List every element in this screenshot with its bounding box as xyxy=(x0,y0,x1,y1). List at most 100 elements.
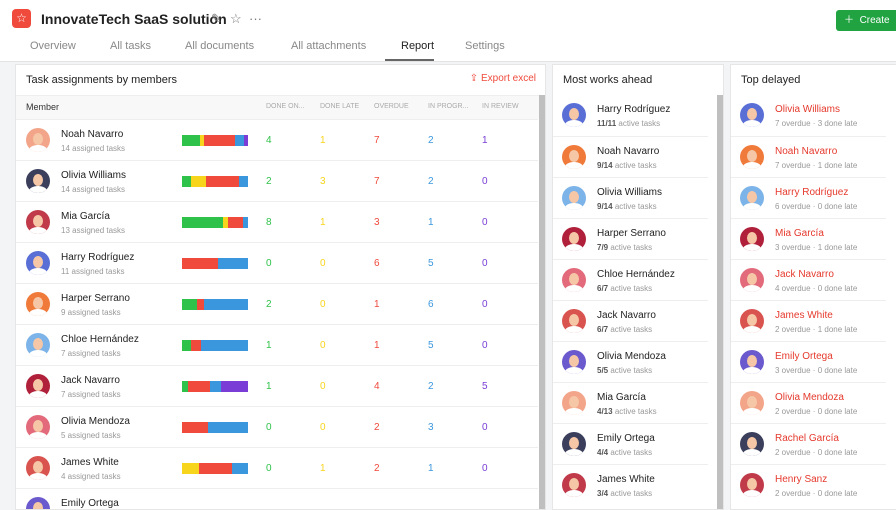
tab[interactable]: Settings xyxy=(449,40,505,61)
list-row[interactable]: Rachel García 2 overdue · 0 done late xyxy=(731,423,886,464)
count-cell: 1 xyxy=(428,463,434,474)
count-cell: 2 xyxy=(428,176,434,187)
avatar-face xyxy=(569,478,579,490)
create-button[interactable]: ＋ Create xyxy=(836,10,896,31)
count-cell: 3 xyxy=(428,422,434,433)
column-header: IN PROGR... xyxy=(428,103,469,110)
progress-bar xyxy=(182,135,248,146)
list-row[interactable]: James White 3/4 active tasks xyxy=(553,464,708,505)
tab[interactable]: All documents xyxy=(169,40,254,61)
count-cell: 1 xyxy=(428,217,434,228)
list-row[interactable]: Jack Navarro 6/7 active tasks xyxy=(553,300,708,341)
list-row[interactable]: Emily Ortega 4/4 active tasks xyxy=(553,423,708,464)
list-row[interactable]: Olivia Mendoza 2 overdue · 0 done late xyxy=(731,382,886,423)
avatar-face xyxy=(569,232,579,244)
avatar xyxy=(740,186,764,210)
list-row[interactable]: Noah Navarro 9/14 active tasks xyxy=(553,136,708,177)
member-name: Jack Navarro xyxy=(61,375,120,386)
list-row[interactable]: Emily Ortega 3 overdue · 0 done late xyxy=(731,341,886,382)
bar-segment xyxy=(242,217,248,228)
count-cell: 1 xyxy=(482,135,488,146)
member-name: Olivia Mendoza xyxy=(597,351,666,362)
delay-detail: 2 overdue · 0 done late xyxy=(775,448,858,457)
tab[interactable]: Report xyxy=(385,40,435,61)
avatar-body xyxy=(29,432,47,439)
count-cell: 0 xyxy=(482,463,488,474)
avatar-body xyxy=(565,285,583,292)
list-row[interactable]: Olivia Williams 9/14 active tasks xyxy=(553,177,708,218)
ahead-panel: Most works ahead Harry Rodríguez 11/11 ac… xyxy=(552,64,724,510)
avatar-face xyxy=(747,314,757,326)
active-tasks: 9/14 active tasks xyxy=(597,202,657,211)
list-row[interactable]: Harper Serrano 7/9 active tasks xyxy=(553,218,708,259)
avatar-body xyxy=(743,203,761,210)
bar-segment xyxy=(182,422,209,433)
active-tasks: 11/11 active tasks xyxy=(597,119,660,128)
member-row: Olivia Mendoza 5 assigned tasks 0 0 2 3 0 xyxy=(16,406,538,447)
bar-segment xyxy=(238,176,248,187)
avatar xyxy=(562,473,586,497)
tab[interactable]: Overview xyxy=(14,40,76,61)
more-icon[interactable]: ··· xyxy=(249,11,262,26)
member-name: Chloe Hernández xyxy=(597,269,675,280)
avatar-face xyxy=(569,437,579,449)
task-label: active tasks xyxy=(614,161,657,170)
project-title: InnovateTech SaaS solution xyxy=(41,11,227,27)
avatar-face xyxy=(747,396,757,408)
avatar-body xyxy=(743,449,761,456)
list-row[interactable]: Mia García 4/13 active tasks xyxy=(553,382,708,423)
list-row[interactable]: Olivia Mendoza 5/5 active tasks xyxy=(553,341,708,382)
active-tasks: 6/7 active tasks xyxy=(597,284,652,293)
task-label: active tasks xyxy=(610,325,653,334)
bar-segment xyxy=(209,381,221,392)
bar-segment xyxy=(191,176,206,187)
star-icon[interactable]: ☆ xyxy=(230,11,242,26)
list-row[interactable]: Harry Rodríguez 11/11 active tasks xyxy=(553,95,708,136)
list-row[interactable]: Mia García 3 overdue · 1 done late xyxy=(731,218,886,259)
avatar-face xyxy=(747,108,757,120)
count-cell: 0 xyxy=(320,340,326,351)
list-row[interactable]: Harry Rodríguez 6 overdue · 0 done late xyxy=(731,177,886,218)
avatar xyxy=(740,473,764,497)
task-label: active tasks xyxy=(610,448,653,457)
list-row[interactable]: Jack Navarro 4 overdue · 0 done late xyxy=(731,259,886,300)
list-row[interactable]: Chloe Hernández 6/7 active tasks xyxy=(553,259,708,300)
member-name: Emily Ortega xyxy=(597,433,655,444)
list-row[interactable]: James White 2 overdue · 1 done late xyxy=(731,300,886,341)
progress-bar xyxy=(182,176,248,187)
member-name: Olivia Williams xyxy=(597,187,662,198)
avatar-face xyxy=(33,379,43,391)
tab[interactable]: All attachments xyxy=(275,40,366,61)
count-cell: 0 xyxy=(320,258,326,269)
member-name: Jack Navarro xyxy=(775,269,834,280)
tab[interactable]: All tasks xyxy=(94,40,151,61)
avatar xyxy=(562,391,586,415)
create-label: Create xyxy=(859,15,890,26)
assigned-count: 13 assigned tasks xyxy=(61,226,126,235)
task-count: 9/14 xyxy=(597,202,613,211)
bar-segment xyxy=(227,217,243,228)
bar-segment xyxy=(243,135,248,146)
avatar xyxy=(562,145,586,169)
avatar-face xyxy=(747,191,757,203)
tab-label: Overview xyxy=(30,40,76,52)
avatar-body xyxy=(29,350,47,357)
avatar-face xyxy=(569,150,579,162)
avatar-body xyxy=(29,391,47,398)
avatar-face xyxy=(33,133,43,145)
edit-icon[interactable]: ✎ xyxy=(211,11,222,26)
list-row[interactable]: Henry Sanz 2 overdue · 0 done late xyxy=(731,464,886,505)
count-cell: 2 xyxy=(266,176,272,187)
list-row[interactable]: Olivia Williams 7 overdue · 3 done late xyxy=(731,95,886,136)
column-header: OVERDUE xyxy=(374,103,409,110)
count-cell: 7 xyxy=(374,176,380,187)
export-button[interactable]: ⇪ Export excel xyxy=(469,73,536,84)
avatar-face xyxy=(33,461,43,473)
assigned-count: 7 assigned tasks xyxy=(61,390,121,399)
bar-segment xyxy=(203,299,248,310)
bar-segment xyxy=(187,381,210,392)
list-row[interactable]: Noah Navarro 7 overdue · 1 done late xyxy=(731,136,886,177)
task-label: active tasks xyxy=(610,366,653,375)
task-label: active tasks xyxy=(610,284,653,293)
